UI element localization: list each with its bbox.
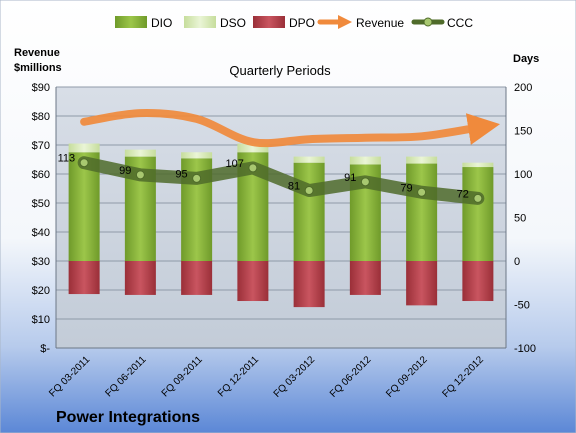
legend-swatch-dpo — [253, 16, 285, 28]
bar-dso-5 — [349, 156, 381, 165]
left-tick-label-1: $10 — [32, 314, 50, 326]
left-tick-label-5: $50 — [32, 198, 50, 210]
legend-arrow-revenue — [338, 15, 352, 29]
left-tick-label-2: $20 — [32, 285, 50, 297]
left-tick-label-9: $90 — [32, 82, 50, 94]
right-tick-label-2: 0 — [514, 256, 520, 268]
bar-dpo-7 — [462, 261, 494, 302]
bar-dso-4 — [293, 156, 325, 163]
legend-swatch-dso — [184, 16, 216, 28]
bar-dpo-6 — [406, 261, 438, 306]
right-axis-title: Days — [513, 53, 539, 65]
bar-dpo-0 — [68, 261, 100, 295]
bar-dso-2 — [181, 152, 213, 159]
legend-item-dio: DIO — [115, 16, 172, 30]
left-tick-label-3: $30 — [32, 256, 50, 268]
right-tick-label-4: 100 — [514, 169, 532, 181]
bar-dso-7 — [462, 162, 494, 168]
left-axis-title-line1: Revenue — [14, 47, 60, 59]
legend-label-dpo: DPO — [289, 16, 315, 30]
legend-label-ccc: CCC — [447, 16, 473, 30]
legend-label-dio: DIO — [151, 16, 172, 30]
point-ccc-6 — [417, 187, 427, 197]
left-tick-label-7: $70 — [32, 140, 50, 152]
chart-title: Quarterly Periods — [229, 63, 331, 78]
point-ccc-3 — [248, 163, 258, 173]
right-tick-label-6: 200 — [514, 82, 532, 94]
right-tick-label-3: 50 — [514, 213, 526, 225]
label-ccc-4: 81 — [288, 181, 300, 193]
right-tick-label-0: -100 — [514, 343, 536, 355]
legend-marker-ccc — [423, 17, 433, 27]
bar-dio-4 — [293, 162, 325, 261]
plot-area — [56, 87, 506, 348]
bar-dpo-5 — [349, 261, 381, 295]
bar-dso-0 — [68, 143, 100, 153]
label-ccc-6: 79 — [400, 182, 412, 194]
left-tick-label-0: $- — [40, 343, 50, 355]
left-axis-title-line2: $millions — [14, 62, 62, 74]
bar-dpo-2 — [181, 261, 213, 295]
legend-item-dso: DSO — [184, 16, 246, 30]
point-ccc-4 — [304, 186, 314, 196]
bar-dpo-4 — [293, 261, 325, 308]
line-revenue — [80, 109, 501, 148]
company-name: Power Integrations — [56, 409, 200, 426]
bar-dpo-3 — [237, 261, 269, 302]
legend-swatch-dio — [115, 16, 147, 28]
left-tick-label-4: $40 — [32, 227, 50, 239]
point-ccc-0 — [79, 158, 89, 168]
right-tick-label-5: 150 — [514, 126, 532, 138]
bar-dio-7 — [462, 167, 494, 261]
bar-dso-3 — [237, 143, 269, 153]
left-tick-label-6: $60 — [32, 169, 50, 181]
bar-dso-6 — [406, 156, 438, 164]
lines: 113 99 95 107 81 91 79 72 — [58, 109, 501, 205]
label-ccc-2: 95 — [175, 168, 187, 180]
label-ccc-5: 91 — [344, 172, 356, 184]
point-ccc-5 — [360, 177, 370, 187]
label-ccc-0: 113 — [58, 153, 76, 165]
point-ccc-1 — [135, 170, 145, 180]
right-tick-label-1: -50 — [514, 300, 530, 312]
left-tick-label-8: $80 — [32, 111, 50, 123]
point-ccc-7 — [473, 193, 483, 203]
legend: DIO DSO DPO Revenue CCC — [115, 15, 473, 30]
bar-dio-6 — [406, 163, 438, 261]
bar-dpo-1 — [124, 261, 156, 295]
legend-item-revenue: Revenue — [317, 15, 404, 30]
label-ccc-3: 107 — [226, 158, 244, 170]
legend-label-dso: DSO — [220, 16, 246, 30]
label-ccc-7: 72 — [457, 188, 469, 200]
legend-label-revenue: Revenue — [356, 16, 404, 30]
bar-dso-1 — [124, 149, 156, 157]
label-ccc-1: 99 — [119, 165, 131, 177]
legend-item-ccc: CCC — [411, 16, 473, 30]
line-ccc — [77, 156, 485, 205]
point-ccc-2 — [192, 173, 202, 183]
legend-item-dpo: DPO — [253, 16, 315, 30]
